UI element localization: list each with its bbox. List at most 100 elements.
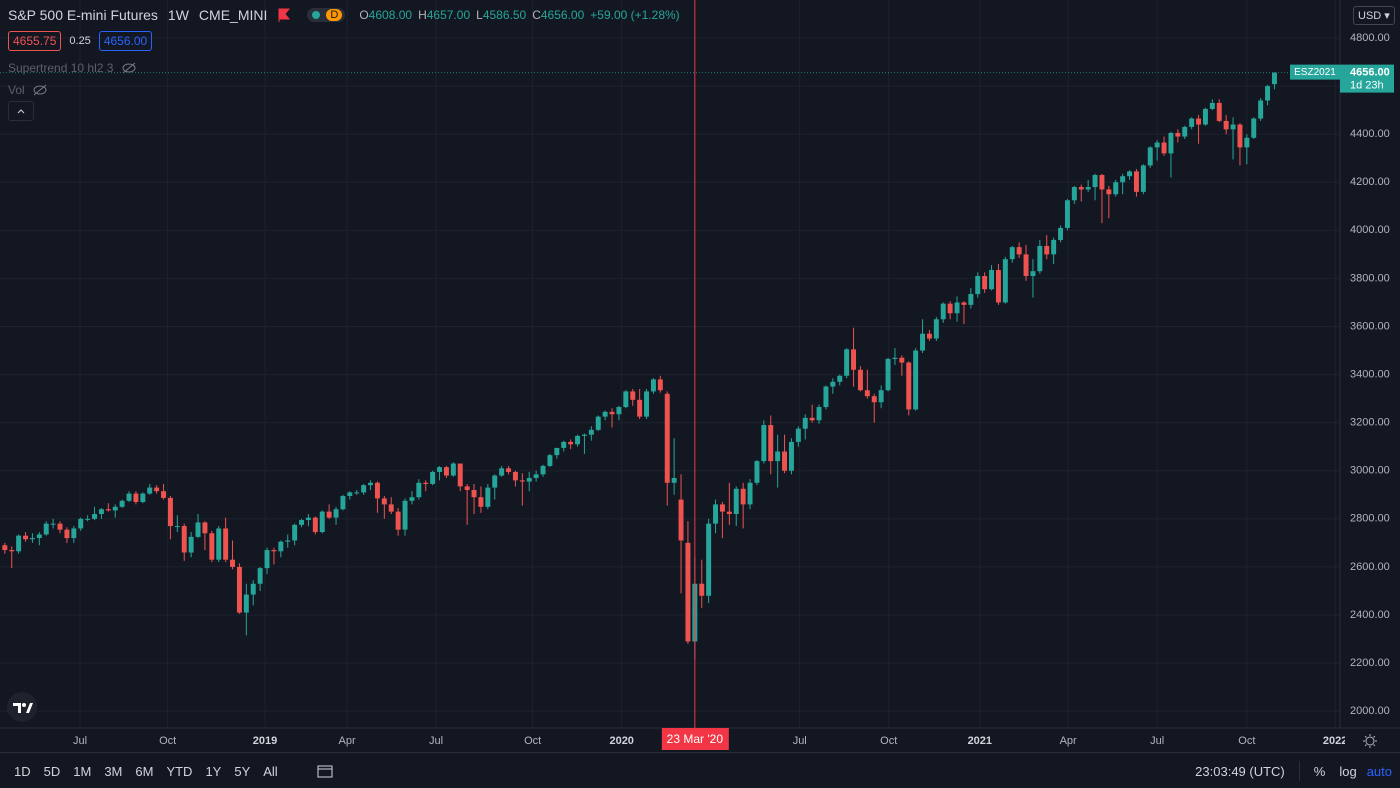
collapse-button[interactable] [8, 101, 34, 121]
candle-body [602, 411, 608, 417]
candle-body [802, 417, 808, 429]
date-range-icon[interactable] [316, 763, 334, 779]
candle-body [437, 467, 443, 472]
candle-body [209, 533, 215, 560]
candle-body [471, 489, 477, 498]
candle-body [1092, 175, 1098, 188]
indicator-vol[interactable]: Vol [8, 82, 47, 97]
candle-body [1113, 182, 1119, 195]
candle-body [368, 482, 374, 486]
y-tick-label: 3400.00 [1350, 368, 1390, 380]
bid-ask: 4655.75 0.25 4656.00 [8, 31, 153, 51]
candle-body [299, 520, 305, 525]
candle-body [147, 487, 153, 494]
log-toggle[interactable]: log [1339, 763, 1357, 779]
x-tick-label: Apr [339, 735, 356, 747]
candle-body [423, 482, 429, 484]
candle-body [823, 386, 829, 408]
candle-body [920, 333, 926, 351]
chart: Jul Oct 2019 Apr Jul Oct 2020 Jul Oct 2021 Apr Jul O… [0, 0, 1400, 750]
x-tick-label: 2019 [253, 735, 277, 747]
candle-body [236, 566, 242, 613]
candle-body [512, 471, 518, 481]
range-button[interactable]: 5Y [234, 763, 251, 779]
candle-body [133, 493, 139, 503]
range-button[interactable]: 3M [104, 763, 123, 779]
candle-body [519, 480, 525, 482]
range-button[interactable]: 1M [73, 763, 92, 779]
flag-icon[interactable] [277, 8, 291, 22]
mode-badge: D [326, 9, 343, 21]
y-tick-label: 2800.00 [1350, 513, 1390, 525]
candle-body [347, 492, 353, 496]
y-tick-label: 2200.00 [1350, 657, 1390, 669]
candle-body [16, 535, 22, 552]
price-tag-bg [1340, 64, 1394, 93]
y-tick-label: 3800.00 [1350, 272, 1390, 284]
candle-body [733, 488, 739, 515]
candle-body [761, 425, 767, 462]
candle-body [457, 463, 463, 487]
symbol-name[interactable]: S&P 500 E-mini Futures [8, 7, 158, 23]
candle-body [409, 497, 415, 501]
clock[interactable]: 23:03:49 (UTC) [1195, 763, 1285, 779]
candle-body [581, 434, 587, 436]
candle-body [271, 550, 277, 552]
settings-icon[interactable] [1363, 734, 1377, 748]
crosshair-label-bg [661, 728, 729, 750]
bid[interactable]: 4655.75 [8, 31, 62, 51]
h-value: 4657.00 [426, 8, 471, 22]
candle-body [899, 357, 905, 363]
candle-body [1209, 102, 1215, 109]
tv-logo[interactable] [7, 692, 37, 722]
range-button[interactable]: 6M [135, 763, 154, 779]
candle-body [913, 350, 919, 410]
x-tick-label: Apr [1060, 735, 1077, 747]
indicator-supertrend[interactable]: Supertrend 10 hl2 3 [8, 60, 136, 75]
ask[interactable]: 4656.00 [98, 31, 153, 51]
candle-body [402, 500, 408, 530]
candle-body [1223, 120, 1229, 130]
x-tick-label: Oct [880, 735, 897, 747]
candle-body [78, 518, 84, 529]
hidden-icon[interactable] [121, 62, 137, 74]
currency-button[interactable]: USD ▾ [1353, 6, 1395, 25]
candle-body [1175, 132, 1181, 137]
candle-body [554, 447, 560, 456]
x-tick-label: 2020 [609, 735, 633, 747]
candle-body [1147, 147, 1153, 166]
candle-body [837, 375, 843, 382]
candle-body [174, 526, 180, 528]
candle-body [416, 482, 422, 498]
percent-toggle[interactable]: % [1313, 763, 1326, 779]
candle-body [161, 491, 167, 498]
candle-body [319, 511, 325, 533]
candle-body [1271, 72, 1277, 85]
range-button[interactable]: All [263, 763, 278, 779]
auto-toggle[interactable]: auto [1366, 763, 1392, 779]
candle-body [747, 482, 753, 505]
candle-body [961, 302, 967, 305]
candle-body [354, 492, 360, 494]
hidden-icon[interactable] [32, 84, 48, 96]
range-button[interactable]: 5D [43, 763, 61, 779]
range-button[interactable]: 1Y [205, 763, 222, 779]
currency: USD [1358, 10, 1382, 22]
candle-body [857, 369, 863, 391]
status-pill[interactable]: D [307, 8, 346, 22]
candle-body [450, 463, 456, 476]
range-button[interactable]: YTD [166, 763, 193, 779]
candle-body [940, 303, 946, 320]
range-button[interactable]: 1D [14, 763, 31, 779]
x-tick-label: Oct [1238, 735, 1255, 747]
x-tick-label: Oct [159, 735, 176, 747]
candle-body [878, 390, 884, 403]
price-tag-symbol-bg [1290, 64, 1340, 80]
candle-body [1051, 239, 1057, 255]
candle-body [699, 583, 705, 596]
candle-body [995, 269, 1001, 303]
candle-body [533, 474, 539, 478]
interval[interactable]: 1W [167, 7, 189, 23]
candle-body [989, 269, 995, 290]
